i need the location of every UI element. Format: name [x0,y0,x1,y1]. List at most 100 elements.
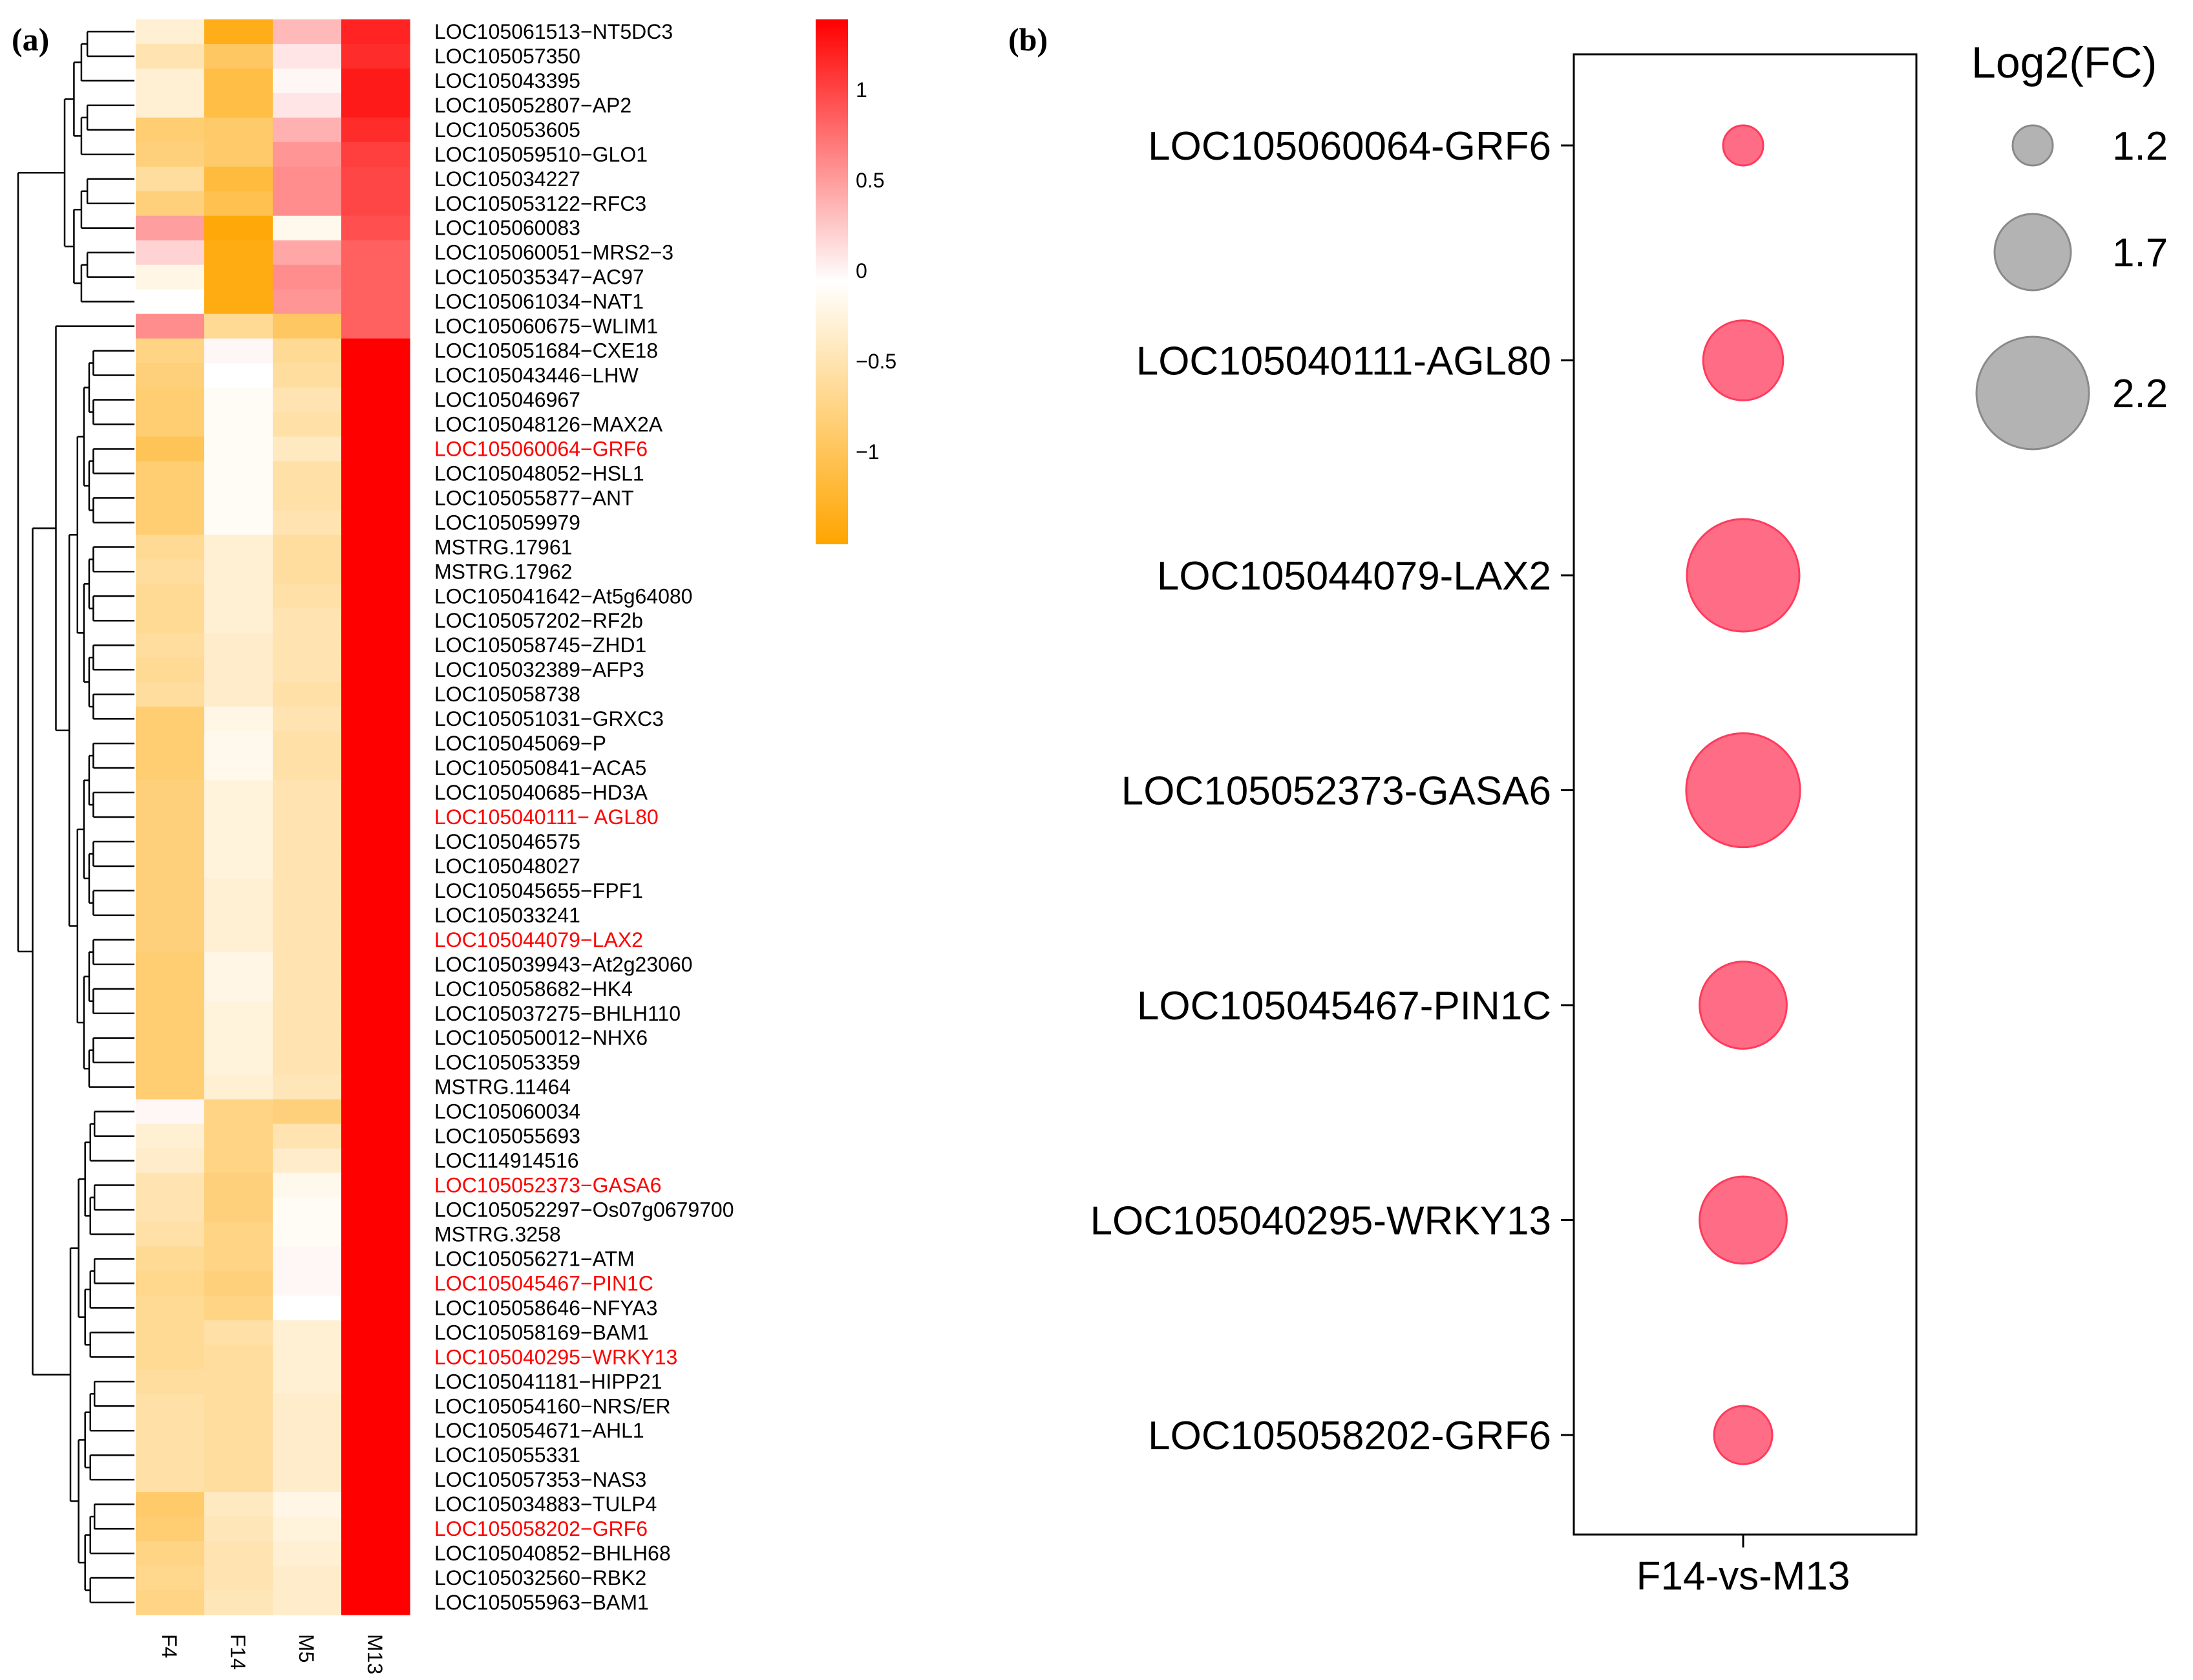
heatmap-row-label: LOC105045655−FPF1 [434,879,643,902]
heatmap-row-label: LOC105060034 [434,1100,580,1123]
heatmap-cell [341,461,410,487]
heatmap-row-label: LOC105060675−WLIM1 [434,315,658,338]
heatmap-cell [136,1590,205,1615]
heatmap-cell [136,117,205,143]
bubble-y-label: LOC105045467-PIN1C [1137,984,1551,1028]
heatmap-row-label: LOC105058682−HK4 [434,977,633,1001]
heatmap-cell [204,829,273,855]
heatmap-cell [204,952,273,977]
heatmap-row-label: LOC105058738 [434,683,580,706]
heatmap-cell [136,1566,205,1591]
bubble-point [1686,518,1801,633]
heatmap-row-label: LOC105043395 [434,69,580,92]
heatmap-row-label: LOC105053359 [434,1051,580,1074]
row-dendrogram [17,30,134,1604]
bubble-x-label: F14-vs-M13 [1637,1554,1850,1599]
heatmap-cell [341,707,410,732]
heatmap-cell [341,1074,410,1100]
heatmap-cell [341,1295,410,1321]
heatmap-cell [273,1369,342,1394]
heatmap-cell [341,878,410,904]
heatmap-cell [204,485,273,511]
heatmap-row-label: LOC105054671−AHL1 [434,1419,644,1442]
heatmap-cell [136,191,205,217]
heatmap-cell [136,510,205,535]
heatmap-cell [341,780,410,805]
heatmap-cell [341,829,410,855]
heatmap-cell [273,363,342,388]
heatmap-cell [136,1148,205,1174]
heatmap-cell [136,1418,205,1443]
heatmap-cell [273,1050,342,1076]
heatmap-cell [273,436,342,462]
heatmap-cell [204,1566,273,1591]
heatmap-cell [341,1271,410,1296]
heatmap-cell [273,952,342,977]
heatmap-cell [136,853,205,879]
heatmap-cell [204,976,273,1002]
heatmap-cell [136,1074,205,1100]
heatmap-cell [273,117,342,143]
heatmap-cell [136,43,205,69]
heatmap-cell [273,1197,342,1223]
heatmap-cell [204,633,273,658]
heatmap-row-label: LOC105055963−BAM1 [434,1591,649,1614]
heatmap-cell [204,510,273,535]
heatmap-cell [136,780,205,805]
heatmap-cell [341,215,410,241]
heatmap-cell [136,166,205,192]
heatmap-cell [341,902,410,928]
heatmap-cell [136,142,205,167]
bubble-y-label: LOC105040111-AGL80 [1136,339,1551,384]
heatmap-cell [136,559,205,584]
heatmap-cell [341,633,410,658]
heatmap-cell [136,485,205,511]
bubble-point [1699,1175,1788,1265]
heatmap-cell [204,1541,273,1566]
heatmap-cell [341,805,410,830]
size-legend-circle [1975,335,2090,451]
heatmap-cell [341,68,410,94]
heatmap-row-label: LOC105054160−NRS/ER [434,1394,671,1418]
heatmap-cell [273,1025,342,1051]
heatmap-cell [341,1025,410,1051]
heatmap-cell [136,1246,205,1272]
heatmap-row-label: LOC105032389−AFP3 [434,658,644,681]
heatmap-row-label: MSTRG.17962 [434,560,572,583]
heatmap-cell [341,756,410,781]
heatmap-cell [136,1320,205,1345]
heatmap-row-label: LOC105041181−HIPP21 [434,1370,662,1393]
heatmap-row-label: LOC105051031−GRXC3 [434,707,664,730]
heatmap-cell [273,43,342,69]
heatmap-row-label: LOC105056271−ATM [434,1247,635,1270]
heatmap-row-label: LOC105034227 [434,167,580,191]
heatmap-cell [136,1467,205,1493]
heatmap-cell [204,1001,273,1026]
colorbar-tick-label: 0.5 [856,169,884,192]
heatmap-cell [273,1516,342,1542]
heatmap-cell [136,976,205,1002]
heatmap-cell [273,829,342,855]
heatmap-cell [204,412,273,438]
heatmap-cell [341,1173,410,1198]
heatmap-cell [341,166,410,192]
heatmap-cell [204,117,273,143]
heatmap-cell [136,19,205,45]
heatmap-row-label: LOC105040852−BHLH68 [434,1542,671,1565]
heatmap-cell [273,902,342,928]
heatmap-cell [273,1295,342,1321]
heatmap-cell [341,584,410,609]
heatmap-cell [204,1467,273,1493]
heatmap-cell [204,853,273,879]
heatmap-cell [136,1345,205,1370]
heatmap-cell [341,1467,410,1493]
colorbar-gradient [816,19,848,544]
heatmap-cell [204,1492,273,1517]
size-legend-circle [2011,124,2054,167]
heatmap-cell [204,608,273,633]
heatmap-cell [273,289,342,315]
heatmap-cell [341,412,410,438]
heatmap-row-label: LOC105034883−TULP4 [434,1493,657,1516]
heatmap-row-label: LOC105035347−AC97 [434,266,644,289]
